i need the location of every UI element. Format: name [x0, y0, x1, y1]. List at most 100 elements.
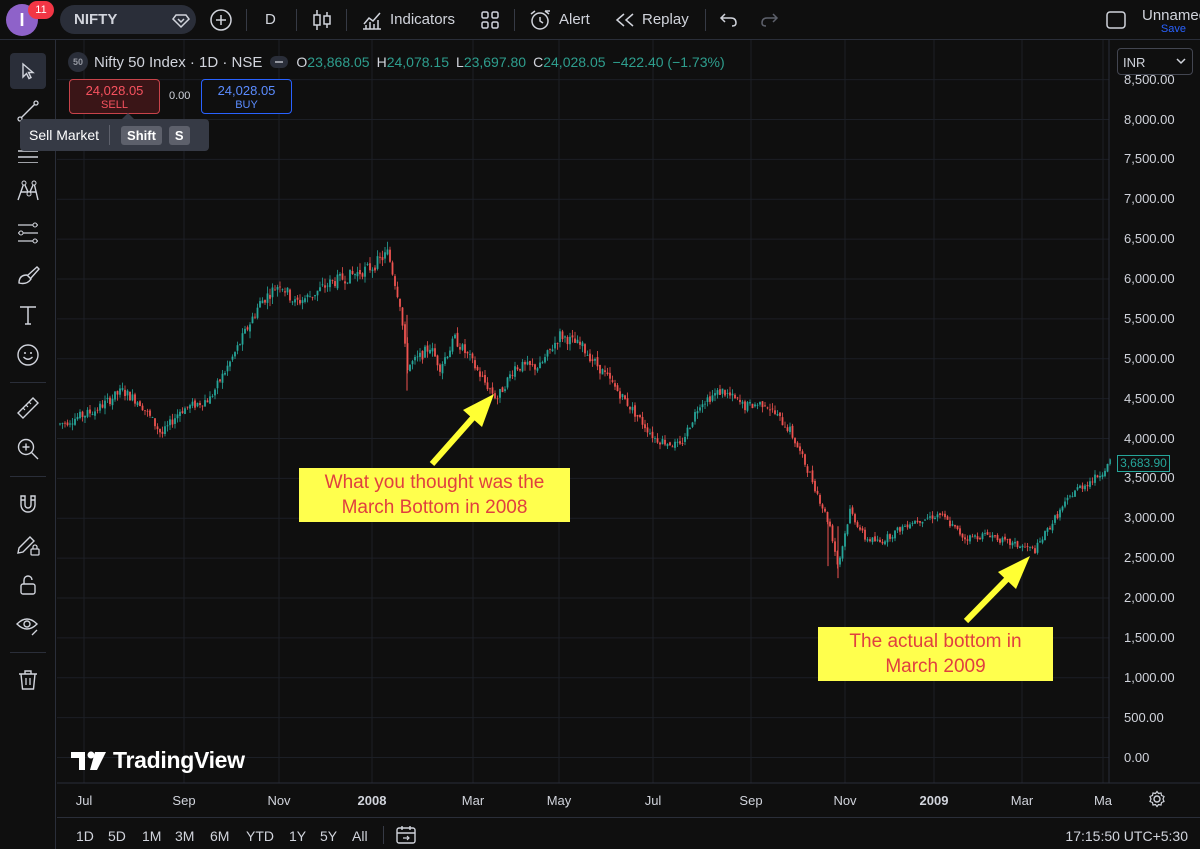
candle-body — [804, 454, 806, 465]
candle-body — [369, 263, 371, 271]
candle-body — [384, 252, 386, 259]
chart-area[interactable]: 8,500.00 8,000.00 7,500.00 7,000.00 6,500.00… — [57, 40, 1200, 849]
text-tool[interactable] — [10, 297, 46, 333]
compare-plus-icon[interactable] — [209, 8, 233, 32]
candle-body — [541, 362, 544, 364]
candle-body — [779, 412, 781, 417]
hide-tool[interactable] — [10, 607, 46, 643]
candle-body — [1106, 463, 1109, 472]
annotation-march-2008[interactable]: What you thought was the March Bottom in… — [299, 468, 570, 522]
high-key: H — [376, 54, 387, 70]
candle-body — [659, 442, 661, 445]
range-3m[interactable]: 3M — [175, 828, 195, 844]
collapse-legend-icon[interactable] — [270, 56, 289, 68]
forecast-tool[interactable] — [10, 215, 46, 251]
replay-icon[interactable] — [614, 11, 636, 29]
annotation-arrow-2009[interactable] — [963, 556, 1030, 624]
legend-title[interactable]: Nifty 50 Index · 1D · NSE — [94, 53, 263, 71]
buy-button[interactable]: 24,028.05 BUY — [201, 79, 292, 114]
candle-body — [856, 522, 859, 527]
candle-body — [684, 437, 686, 442]
interval-button[interactable]: D — [265, 11, 276, 28]
lock-drawing-tool[interactable] — [10, 527, 46, 563]
alarm-clock-icon[interactable] — [528, 8, 552, 32]
date-range-icon[interactable] — [395, 825, 417, 845]
candle-body — [306, 294, 309, 298]
annotation-line: The actual bottom in — [849, 631, 1022, 652]
gear-icon[interactable] — [1148, 790, 1166, 808]
range-5y[interactable]: 5Y — [320, 828, 338, 844]
candle-body — [731, 393, 734, 396]
candle-body — [1034, 548, 1036, 554]
candle-body — [554, 342, 556, 349]
open-value: 23,868.05 — [307, 54, 370, 70]
diamond-icon[interactable] — [172, 11, 190, 29]
tradingview-logo-icon — [71, 751, 106, 770]
annotation-arrow-2008[interactable] — [429, 394, 494, 466]
measure-tool[interactable] — [10, 390, 46, 426]
candle-body — [959, 528, 961, 535]
candle-body — [146, 410, 149, 412]
replay-button[interactable]: Replay — [642, 11, 689, 28]
zoom-tool[interactable] — [10, 431, 46, 467]
range-all[interactable]: All — [352, 828, 368, 844]
alert-button[interactable]: Alert — [559, 11, 590, 28]
range-6m[interactable]: 6M — [210, 828, 230, 844]
candle-body — [419, 352, 421, 357]
indicators-button[interactable]: Indicators — [390, 11, 456, 28]
candle-body — [119, 388, 121, 395]
candle-body — [544, 357, 546, 363]
lock-all-tool[interactable] — [10, 567, 46, 603]
candle-body — [546, 350, 549, 357]
pattern-tool[interactable] — [10, 173, 46, 209]
toolbar-divider — [10, 476, 46, 477]
save-button[interactable]: Save — [1160, 23, 1186, 35]
candle-body — [1081, 485, 1084, 489]
candle-body — [171, 419, 174, 425]
range-1m[interactable]: 1M — [142, 828, 162, 844]
indicators-icon[interactable] — [361, 9, 383, 31]
emoji-tool[interactable] — [10, 337, 46, 373]
redo-icon[interactable] — [759, 11, 779, 29]
candle-body — [801, 451, 804, 455]
tradingview-logo[interactable]: TradingView — [71, 747, 245, 774]
range-5d[interactable]: 5D — [108, 828, 126, 844]
candle-body — [291, 301, 294, 303]
candles-icon[interactable] — [311, 8, 333, 32]
range-1y[interactable]: 1Y — [289, 828, 307, 844]
time-tick-label: 2008 — [357, 793, 387, 808]
candle-body — [619, 391, 621, 399]
candle-body — [474, 360, 476, 369]
sell-button[interactable]: 24,028.05 SELL — [69, 79, 160, 114]
templates-grid-icon[interactable] — [480, 10, 500, 30]
candle-body — [504, 389, 506, 391]
currency-select[interactable]: INR — [1117, 48, 1193, 75]
remove-drawings-tool[interactable] — [10, 662, 46, 698]
price-tick-label: 7,000.00 — [1124, 191, 1175, 207]
cursor-tool[interactable] — [10, 53, 46, 89]
brush-tool[interactable] — [10, 257, 46, 293]
magnet-tool[interactable] — [10, 486, 46, 522]
timezone-clock[interactable]: 17:15:50 UTC+5:30 — [1065, 828, 1188, 844]
tradingview-wordmark: TradingView — [113, 747, 245, 773]
layout-square-icon[interactable] — [1105, 10, 1127, 30]
price-tick-label: 6,500.00 — [1124, 231, 1175, 247]
range-ytd[interactable]: YTD — [246, 828, 274, 844]
price-chart[interactable] — [57, 40, 1200, 849]
candle-body — [59, 423, 61, 425]
candle-body — [71, 423, 74, 425]
price-tick-label: 2,000.00 — [1124, 590, 1175, 605]
annotation-march-2009[interactable]: The actual bottom in March 2009 — [818, 627, 1053, 681]
candle-body — [234, 352, 236, 357]
candle-body — [206, 400, 209, 403]
horizontal-lines-tool[interactable] — [10, 133, 46, 169]
undo-icon[interactable] — [719, 11, 739, 29]
range-1d[interactable]: 1D — [76, 828, 94, 844]
last-price-label: 3,683.90 — [1117, 455, 1170, 472]
candle-body — [294, 299, 296, 303]
candle-body — [336, 274, 339, 289]
candle-body — [791, 425, 794, 438]
candle-body — [584, 344, 586, 354]
layout-name[interactable]: Unnamed — [1142, 7, 1200, 24]
zoom-in-icon — [17, 438, 39, 460]
